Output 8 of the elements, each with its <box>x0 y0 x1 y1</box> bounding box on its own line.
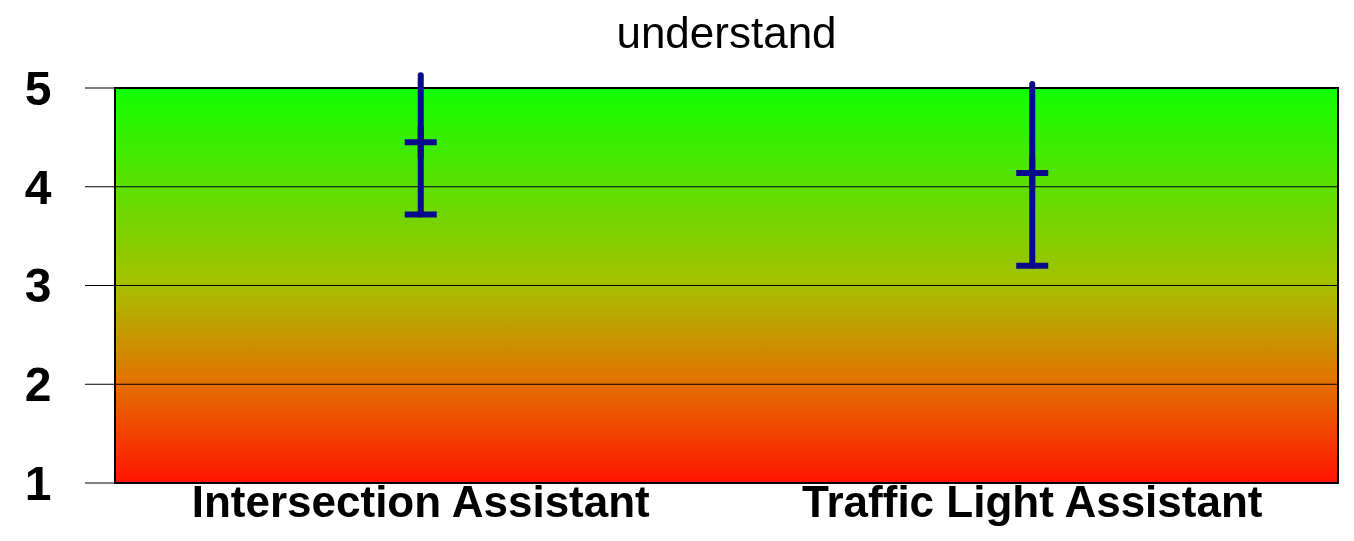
chart-title: understand <box>616 8 837 57</box>
y-tick-label: 1 <box>24 456 52 510</box>
y-tick-label: 3 <box>24 259 52 313</box>
x-tick-label: Traffic Light Assistant <box>802 477 1263 526</box>
y-tick-label: 4 <box>24 160 52 214</box>
y-tick-label: 2 <box>24 358 52 412</box>
x-tick-label: Intersection Assistant <box>191 477 651 526</box>
y-tick-label: 5 <box>24 61 52 115</box>
